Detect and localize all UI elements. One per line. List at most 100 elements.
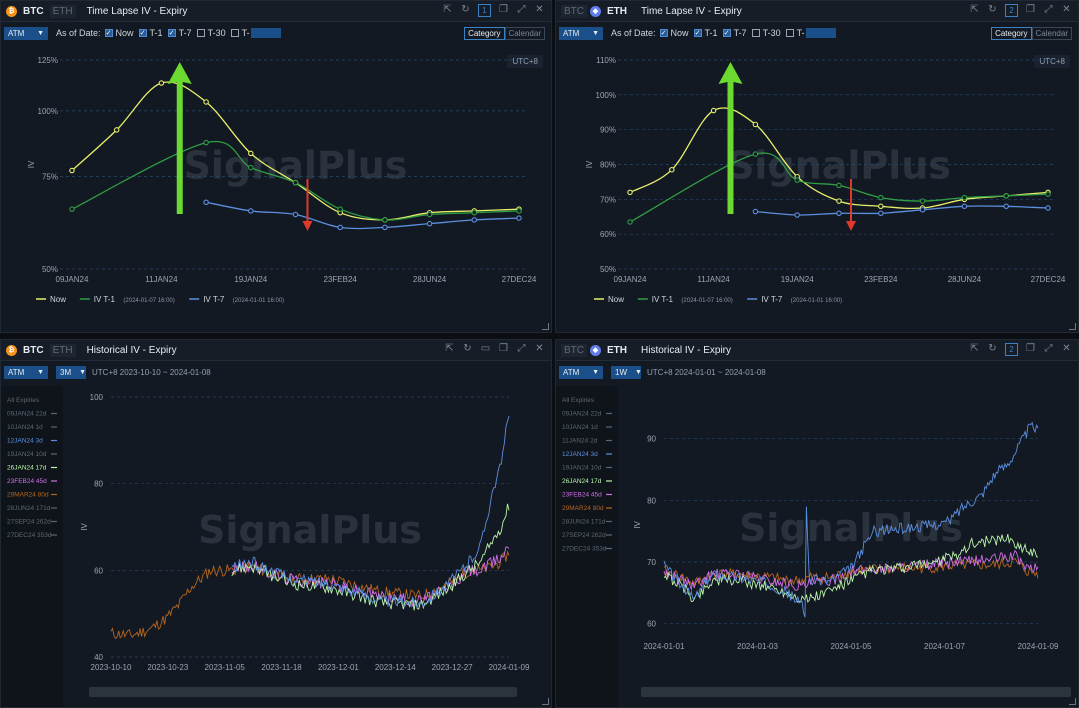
- timezone-badge: UTC+8: [1034, 55, 1070, 68]
- copy-icon[interactable]: ❐: [499, 343, 508, 354]
- tab-calendar[interactable]: Calendar: [1031, 27, 1072, 40]
- asset-eth[interactable]: ETH: [49, 4, 76, 18]
- data-point: [919, 207, 926, 213]
- refresh-icon[interactable]: ↻: [463, 343, 472, 354]
- expiry-item: 19JAN24 10d: [562, 465, 602, 472]
- asset-switch[interactable]: BTC ◆ ETH: [561, 4, 633, 18]
- check-now[interactable]: ✓ Now: [659, 28, 689, 38]
- check-now[interactable]: ✓ Now: [104, 28, 134, 38]
- check-tcustom[interactable]: T-: [785, 28, 836, 38]
- copy-icon[interactable]: ❐: [1026, 4, 1035, 15]
- resize-handle-icon[interactable]: [1069, 698, 1076, 705]
- resize-handle-icon[interactable]: [1069, 323, 1076, 330]
- moneyness-select[interactable]: ATM ▼: [559, 26, 603, 40]
- link-badge[interactable]: 1: [478, 4, 491, 17]
- data-point: [337, 206, 343, 212]
- expand-icon[interactable]: ⤢: [1044, 4, 1053, 15]
- refresh-icon[interactable]: ↻: [988, 343, 997, 354]
- time-range-scrollbar[interactable]: [89, 687, 517, 697]
- expand-icon[interactable]: ⤢: [517, 4, 526, 15]
- export-icon[interactable]: ⇱: [970, 343, 979, 354]
- tab-category[interactable]: Category: [991, 27, 1032, 40]
- checkbox-checked-icon: ✓: [167, 29, 176, 37]
- custom-days-input[interactable]: [805, 28, 836, 38]
- export-icon[interactable]: ⇱: [443, 4, 452, 15]
- check-t7[interactable]: ✓ T-7: [722, 28, 747, 38]
- close-icon[interactable]: ✕: [535, 343, 544, 354]
- chevron-down-icon: ▼: [635, 368, 642, 376]
- asset-switch[interactable]: BTC ◆ ETH: [561, 343, 633, 357]
- x-tick-label: 2024-01-09: [1018, 642, 1059, 651]
- check-t1[interactable]: ✓ T-1: [693, 28, 718, 38]
- asset-eth[interactable]: ETH: [49, 343, 76, 357]
- x-tick-label: 2023-12-01: [318, 663, 359, 672]
- data-point: [203, 99, 209, 105]
- chevron-down-icon: ▼: [592, 29, 599, 37]
- moneyness-select[interactable]: ATM ▼: [4, 365, 48, 379]
- check-label: T-1: [704, 28, 718, 38]
- x-tick-label: 23FEB24: [324, 275, 358, 284]
- asset-eth[interactable]: ETH: [607, 344, 627, 356]
- refresh-icon[interactable]: ↻: [461, 4, 470, 15]
- data-point: [516, 215, 522, 221]
- close-icon[interactable]: ✕: [535, 4, 544, 15]
- view-toggle: Category Calendar: [991, 27, 1072, 40]
- resize-handle-icon[interactable]: [542, 698, 549, 705]
- export-icon[interactable]: ⇱: [445, 343, 454, 354]
- period-select[interactable]: 3M ▼: [56, 365, 86, 379]
- close-icon[interactable]: ✕: [1062, 343, 1071, 354]
- x-tick-label: 2024-01-09: [489, 663, 530, 672]
- asset-btc[interactable]: BTC: [561, 343, 587, 357]
- moneyness-value: ATM: [8, 28, 25, 38]
- check-t30[interactable]: T-30: [196, 28, 226, 38]
- close-icon[interactable]: ✕: [1062, 4, 1071, 15]
- date-range[interactable]: UTC+8 2024-01-01 ~ 2024-01-08: [647, 367, 766, 377]
- time-range-scrollbar[interactable]: [641, 687, 1071, 697]
- asset-btc[interactable]: BTC: [23, 344, 44, 356]
- asset-btc[interactable]: BTC: [23, 5, 44, 17]
- asset-btc[interactable]: BTC: [561, 4, 587, 18]
- copy-icon[interactable]: ❐: [499, 4, 508, 15]
- moneyness-select[interactable]: ATM ▼: [559, 365, 603, 379]
- y-tick-label: 50%: [600, 265, 616, 274]
- data-point: [919, 198, 926, 204]
- y-tick-label: 100%: [596, 91, 616, 100]
- custom-days-input[interactable]: [250, 28, 281, 38]
- check-t7[interactable]: ✓ T-7: [167, 28, 192, 38]
- export-icon[interactable]: ⇱: [970, 4, 979, 15]
- watermark: SignalPlus: [727, 144, 951, 188]
- resize-handle-icon[interactable]: [542, 323, 549, 330]
- check-t1[interactable]: ✓ T-1: [138, 28, 163, 38]
- link-badge[interactable]: 2: [1005, 343, 1018, 356]
- data-point: [203, 139, 209, 146]
- expand-icon[interactable]: ⤢: [517, 343, 526, 354]
- period-select[interactable]: 1W ▼: [611, 365, 642, 379]
- asset-switch[interactable]: ₿ BTC ETH: [6, 4, 79, 18]
- check-tcustom[interactable]: T-: [230, 28, 281, 38]
- legend-label: Now: [608, 295, 624, 304]
- folder-icon[interactable]: ▭: [480, 343, 491, 354]
- expand-icon[interactable]: ⤢: [1044, 343, 1053, 354]
- checkbox-checked-icon: ✓: [138, 29, 147, 37]
- asset-eth[interactable]: ETH: [607, 5, 627, 17]
- link-badge[interactable]: 2: [1005, 4, 1018, 17]
- y-axis-label: IV: [80, 523, 89, 531]
- tab-category[interactable]: Category: [464, 27, 505, 40]
- y-tick-label: 60: [94, 566, 103, 575]
- y-tick-label: 75%: [42, 173, 58, 182]
- panel-title: Time Lapse IV - Expiry: [86, 5, 188, 17]
- x-tick-label: 2023-12-14: [375, 663, 416, 672]
- tab-calendar[interactable]: Calendar: [504, 27, 545, 40]
- data-point: [878, 210, 884, 217]
- moneyness-select[interactable]: ATM ▼: [4, 26, 48, 40]
- refresh-icon[interactable]: ↻: [988, 4, 997, 15]
- expiry-item: 10JAN24 1d: [562, 424, 598, 431]
- check-t30[interactable]: T-30: [751, 28, 781, 38]
- period-value: 1W: [615, 367, 627, 377]
- date-range[interactable]: UTC+8 2023-10-10 ~ 2024-01-08: [92, 367, 211, 377]
- data-point: [248, 164, 254, 171]
- x-tick-label: 19JAN24: [781, 275, 814, 284]
- asset-switch[interactable]: ₿ BTC ETH: [6, 343, 79, 357]
- copy-icon[interactable]: ❐: [1026, 343, 1035, 354]
- period-value: 3M: [60, 367, 72, 377]
